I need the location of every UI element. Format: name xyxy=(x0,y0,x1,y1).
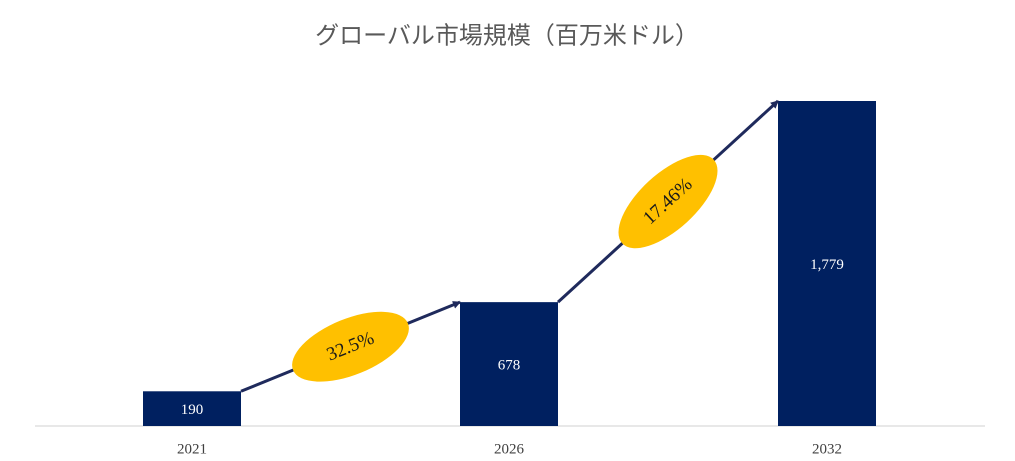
value-label: 190 xyxy=(181,402,204,418)
growth-annotation: 32.5% xyxy=(292,311,409,382)
x-tick-label: 2026 xyxy=(494,441,525,457)
x-tick-label: 2021 xyxy=(177,441,207,457)
growth-annotation: 17.46% xyxy=(618,154,718,249)
x-tick-label: 2032 xyxy=(812,441,842,457)
bar xyxy=(778,101,876,426)
bar xyxy=(143,391,241,426)
value-label: 1,779 xyxy=(810,257,844,273)
chart-title: グローバル市場規模（百万米ドル） xyxy=(315,23,699,50)
annotation-bubble xyxy=(618,154,718,249)
annotation-bubble xyxy=(292,311,409,382)
value-label: 678 xyxy=(498,358,521,374)
bar xyxy=(460,302,558,426)
